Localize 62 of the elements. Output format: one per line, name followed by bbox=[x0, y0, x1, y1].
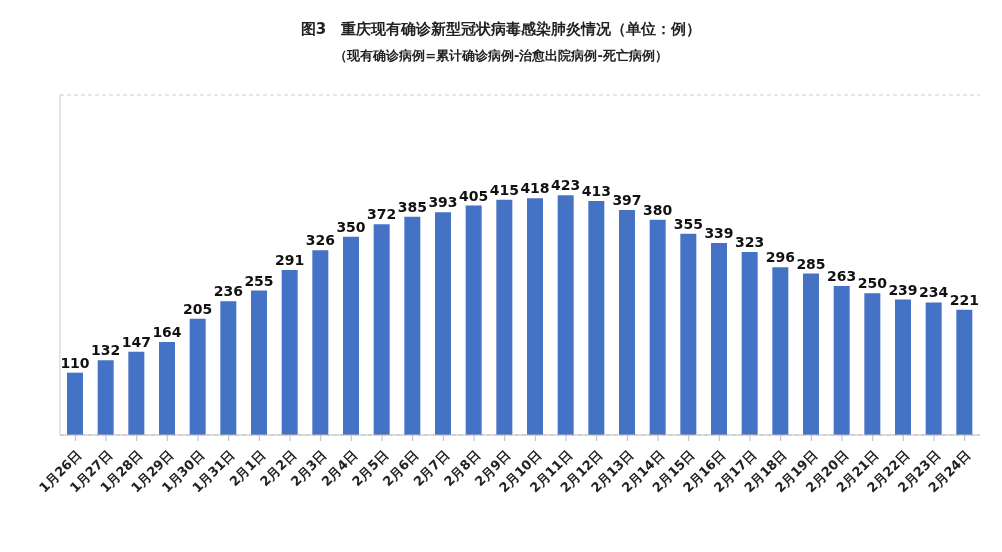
bar bbox=[741, 251, 758, 435]
data-label: 147 bbox=[121, 333, 151, 350]
data-label: 397 bbox=[612, 192, 642, 209]
bar bbox=[711, 242, 727, 435]
bar bbox=[772, 267, 789, 435]
data-label: 380 bbox=[643, 201, 673, 218]
data-label: 326 bbox=[305, 232, 335, 249]
data-label: 372 bbox=[367, 206, 397, 223]
data-label: 239 bbox=[888, 281, 918, 298]
bar bbox=[404, 216, 421, 435]
bar bbox=[465, 205, 482, 435]
data-label: 418 bbox=[520, 180, 550, 197]
bar bbox=[649, 219, 666, 435]
data-label: 221 bbox=[949, 291, 979, 308]
bar bbox=[435, 212, 451, 435]
bar bbox=[312, 250, 329, 435]
data-label: 323 bbox=[735, 233, 765, 250]
data-label: 423 bbox=[551, 177, 581, 194]
bar bbox=[251, 290, 267, 435]
bar bbox=[97, 360, 114, 435]
bar bbox=[281, 270, 298, 435]
data-label: 350 bbox=[336, 218, 366, 235]
data-label: 415 bbox=[489, 181, 519, 198]
bar bbox=[588, 200, 605, 435]
bar bbox=[343, 236, 359, 435]
data-label: 236 bbox=[213, 283, 243, 300]
bar bbox=[220, 301, 237, 435]
data-label: 132 bbox=[91, 342, 121, 359]
bar bbox=[925, 302, 942, 435]
data-label: 250 bbox=[857, 275, 888, 292]
data-label: 339 bbox=[704, 224, 734, 241]
data-label: 355 bbox=[673, 215, 703, 232]
data-label: 110 bbox=[60, 354, 90, 371]
chart-subtitle: （现有确诊病例=累计确诊病例-治愈出院病例-死亡病例） bbox=[333, 47, 669, 65]
bar bbox=[680, 233, 697, 435]
data-label: 234 bbox=[919, 284, 949, 301]
bar bbox=[833, 285, 850, 435]
bar bbox=[527, 198, 543, 435]
bar bbox=[373, 224, 390, 435]
data-label: 164 bbox=[152, 324, 182, 341]
bar bbox=[895, 299, 911, 435]
data-label: 291 bbox=[275, 252, 305, 269]
data-label: 263 bbox=[827, 267, 857, 284]
chart-title: 图3 重庆现有确诊新型冠状病毒感染肺炎情况（单位：例） bbox=[299, 19, 703, 39]
data-label: 405 bbox=[459, 187, 489, 204]
data-label: 393 bbox=[428, 194, 458, 211]
data-label: 255 bbox=[244, 272, 274, 289]
data-label: 205 bbox=[183, 300, 213, 317]
data-label: 385 bbox=[397, 198, 427, 215]
bar bbox=[956, 309, 973, 435]
data-label: 413 bbox=[581, 182, 611, 199]
data-label: 296 bbox=[765, 249, 795, 266]
bar bbox=[159, 342, 175, 435]
bar bbox=[496, 199, 513, 435]
bar bbox=[864, 293, 881, 435]
bar bbox=[619, 210, 635, 435]
bar bbox=[189, 318, 206, 435]
bar bbox=[803, 273, 819, 435]
bar bbox=[557, 195, 574, 435]
data-label: 285 bbox=[796, 255, 826, 272]
bar bbox=[128, 351, 145, 435]
bar bbox=[67, 372, 83, 435]
